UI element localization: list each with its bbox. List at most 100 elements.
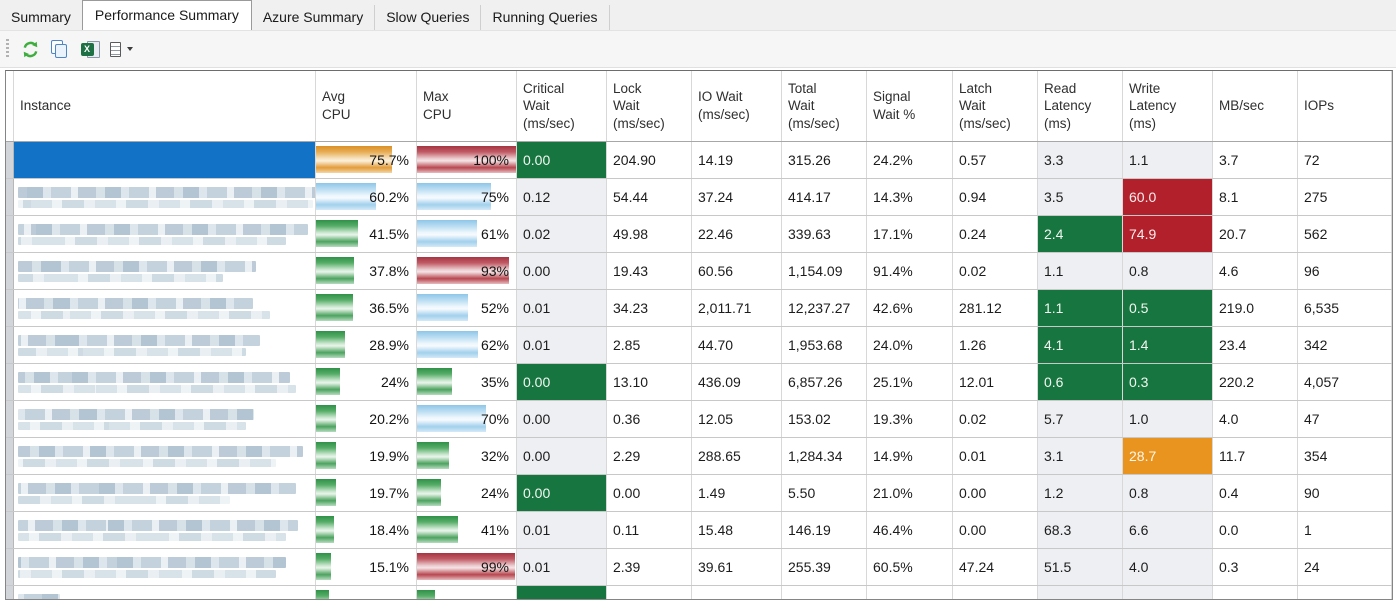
cell-signal-wait: 60.5% bbox=[867, 549, 953, 585]
column-header-total-wait-ms-sec[interactable]: Total Wait (ms/sec) bbox=[782, 71, 867, 141]
cpu-bar-blue bbox=[316, 183, 377, 210]
table-row[interactable]: 41.5% 61% 0.02 49.98 22.46 339.63 17.1% 0.24 2.4… bbox=[6, 216, 1392, 253]
instance-cell-selected[interactable] bbox=[14, 142, 316, 178]
cell-max-cpu: 62% bbox=[417, 327, 517, 363]
cell-io-wait: 12.05 bbox=[692, 401, 782, 437]
cell-write-latency: 28.7 bbox=[1123, 438, 1213, 474]
tab-slow-queries[interactable]: Slow Queries bbox=[375, 5, 482, 30]
table-row[interactable]: 75.7% 100% 0.00 204.90 14.19 315.26 24.2% 0.57 3… bbox=[6, 142, 1392, 179]
instance-cell-redacted[interactable] bbox=[14, 475, 316, 511]
column-header-avg-cpu[interactable]: Avg CPU bbox=[316, 71, 417, 141]
column-header-critical-wait-ms-sec[interactable]: Critical Wait (ms/sec) bbox=[517, 71, 607, 141]
table-row[interactable] bbox=[6, 586, 1392, 599]
cpu-bar-blue bbox=[417, 183, 492, 210]
row-selector-gutter[interactable] bbox=[6, 438, 14, 474]
row-selector-gutter[interactable] bbox=[6, 290, 14, 326]
column-header-mb-sec[interactable]: MB/sec bbox=[1213, 71, 1298, 141]
redacted-instance-name bbox=[18, 533, 286, 541]
cell-critical-wait: 0.01 bbox=[517, 512, 607, 548]
column-header-iops[interactable]: IOPs bbox=[1298, 71, 1392, 141]
cell-max-cpu bbox=[417, 586, 517, 599]
table-row[interactable]: 15.1% 99% 0.01 2.39 39.61 255.39 60.5% 47.24 51.… bbox=[6, 549, 1392, 586]
grid-header-row: Instance Avg CPU Max CPU Critical Wait (ms/… bbox=[6, 71, 1392, 142]
column-header-lock-wait-ms-sec[interactable]: Lock Wait (ms/sec) bbox=[607, 71, 692, 141]
column-header-write-latency-ms[interactable]: Write Latency (ms) bbox=[1123, 71, 1213, 141]
cell-io-wait: 1.49 bbox=[692, 475, 782, 511]
column-header-read-latency-ms[interactable]: Read Latency (ms) bbox=[1038, 71, 1123, 141]
instance-cell-redacted[interactable] bbox=[14, 549, 316, 585]
column-header-latch-wait-ms-sec[interactable]: Latch Wait (ms/sec) bbox=[953, 71, 1038, 141]
table-row[interactable]: 19.9% 32% 0.00 2.29 288.65 1,284.34 14.9% 0.01 3… bbox=[6, 438, 1392, 475]
instance-cell-redacted[interactable] bbox=[14, 401, 316, 437]
chevron-down-icon bbox=[127, 47, 133, 51]
row-selector-gutter[interactable] bbox=[6, 364, 14, 400]
cell-write-latency: 60.0 bbox=[1123, 179, 1213, 215]
table-row[interactable]: 18.4% 41% 0.01 0.11 15.48 146.19 46.4% 0.00 68.3… bbox=[6, 512, 1392, 549]
cell-max-cpu: 32% bbox=[417, 438, 517, 474]
cell-max-cpu-value: 41% bbox=[480, 522, 509, 538]
row-selector-gutter[interactable] bbox=[6, 475, 14, 511]
column-header-io-wait-ms-sec[interactable]: IO Wait (ms/sec) bbox=[692, 71, 782, 141]
redacted-instance-name bbox=[18, 237, 286, 245]
table-row[interactable]: 37.8% 93% 0.00 19.43 60.56 1,154.09 91.4% 0.02 1… bbox=[6, 253, 1392, 290]
cell-iops: 4,057 bbox=[1298, 364, 1392, 400]
cell-io-wait: 39.61 bbox=[692, 549, 782, 585]
column-header-signal-wait[interactable]: Signal Wait % bbox=[867, 71, 953, 141]
row-selector-gutter[interactable] bbox=[6, 179, 14, 215]
table-row[interactable]: 24% 35% 0.00 13.10 436.09 6,857.26 25.1% 12.01 0… bbox=[6, 364, 1392, 401]
row-selector-gutter[interactable] bbox=[6, 549, 14, 585]
tab-summary[interactable]: Summary bbox=[0, 5, 83, 30]
cell-critical-wait: 0.02 bbox=[517, 216, 607, 252]
column-header-max-cpu[interactable]: Max CPU bbox=[417, 71, 517, 141]
cell-write-latency: 1.4 bbox=[1123, 327, 1213, 363]
table-row[interactable]: 19.7% 24% 0.00 0.00 1.49 5.50 21.0% 0.00 1.2 0.8 0… bbox=[6, 475, 1392, 512]
cell-latch-wait: 0.01 bbox=[953, 438, 1038, 474]
cell-avg-cpu-value: 19.7% bbox=[369, 485, 409, 501]
row-selector-gutter[interactable] bbox=[6, 327, 14, 363]
refresh-button[interactable] bbox=[17, 36, 43, 62]
cell-read-latency: 1.1 bbox=[1038, 290, 1123, 326]
row-selector-gutter[interactable] bbox=[6, 253, 14, 289]
cell-max-cpu: 61% bbox=[417, 216, 517, 252]
instance-cell-redacted[interactable] bbox=[14, 364, 316, 400]
row-selector-gutter[interactable] bbox=[6, 586, 14, 599]
instance-cell-redacted[interactable] bbox=[14, 290, 316, 326]
redacted-instance-name bbox=[18, 187, 315, 198]
table-row[interactable]: 60.2% 75% 0.12 54.44 37.24 414.17 14.3% 0.94 3.5… bbox=[6, 179, 1392, 216]
row-selector-gutter[interactable] bbox=[6, 216, 14, 252]
tab-azure-summary[interactable]: Azure Summary bbox=[251, 5, 376, 30]
cell-latch-wait: 0.00 bbox=[953, 512, 1038, 548]
tab-running-queries[interactable]: Running Queries bbox=[481, 5, 610, 30]
cell-io-wait: 22.46 bbox=[692, 216, 782, 252]
instance-cell-redacted[interactable] bbox=[14, 253, 316, 289]
cell-total-wait: 1,284.34 bbox=[782, 438, 867, 474]
tab-performance-summary[interactable]: Performance Summary bbox=[81, 0, 252, 30]
column-header-instance[interactable]: Instance bbox=[14, 71, 316, 141]
redacted-instance-name bbox=[18, 459, 276, 467]
cell-total-wait: 12,237.27 bbox=[782, 290, 867, 326]
instance-cell-redacted[interactable] bbox=[14, 327, 316, 363]
row-selector-gutter[interactable] bbox=[6, 142, 14, 178]
cell-latch-wait: 0.57 bbox=[953, 142, 1038, 178]
instance-cell-redacted[interactable] bbox=[14, 512, 316, 548]
instance-cell-redacted[interactable] bbox=[14, 438, 316, 474]
table-row[interactable]: 36.5% 52% 0.01 34.23 2,011.71 12,237.27 42.6% 2… bbox=[6, 290, 1392, 327]
copy-button[interactable] bbox=[47, 36, 73, 62]
table-row[interactable]: 20.2% 70% 0.00 0.36 12.05 153.02 19.3% 0.02 5.7 1… bbox=[6, 401, 1392, 438]
row-selector-gutter[interactable] bbox=[6, 401, 14, 437]
performance-grid: Instance Avg CPU Max CPU Critical Wait (ms/… bbox=[5, 70, 1393, 600]
instance-cell-redacted[interactable] bbox=[14, 216, 316, 252]
cpu-bar-green bbox=[316, 331, 345, 358]
cell-write-latency: 1.0 bbox=[1123, 401, 1213, 437]
instance-cell-redacted[interactable] bbox=[14, 179, 316, 215]
toolbar-grip-handle[interactable] bbox=[6, 39, 9, 59]
table-row[interactable]: 28.9% 62% 0.01 2.85 44.70 1,953.68 24.0% 1.26 4.… bbox=[6, 327, 1392, 364]
cell-read-latency: 3.1 bbox=[1038, 438, 1123, 474]
cell-latch-wait: 0.24 bbox=[953, 216, 1038, 252]
cell-lock-wait: 49.98 bbox=[607, 216, 692, 252]
instance-cell-redacted[interactable] bbox=[14, 586, 316, 599]
export-excel-button[interactable]: X bbox=[77, 36, 103, 62]
row-selector-gutter[interactable] bbox=[6, 512, 14, 548]
cell-avg-cpu bbox=[316, 586, 417, 599]
column-chooser-button[interactable] bbox=[107, 36, 136, 62]
